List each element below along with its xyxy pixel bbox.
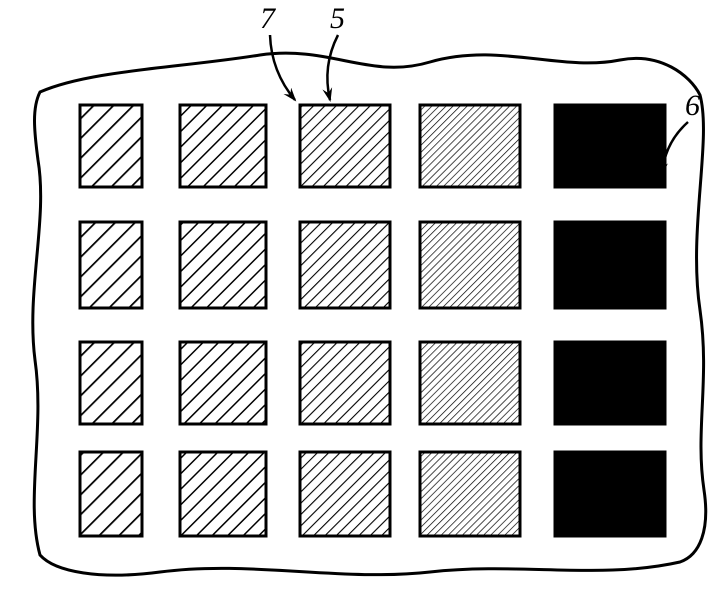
grid-cell-r1-c1 (180, 222, 266, 308)
grid-cell-r0-c1 (180, 105, 266, 187)
label-lbl6: 6 (685, 89, 700, 122)
pointer-5 (327, 35, 338, 100)
grid-cell-r3-c2 (300, 452, 390, 536)
grid-cell-r1-c4 (555, 222, 665, 308)
grid-cell-r0-c3 (420, 105, 520, 187)
grid-cell-r2-c3 (420, 342, 520, 424)
label-lbl7: 7 (260, 2, 277, 35)
grid-cell-r2-c4 (555, 342, 665, 424)
grid-cell-r3-c0 (80, 452, 142, 536)
grid-cell-r1-c2 (300, 222, 390, 308)
technical-figure: 7 5 6 (0, 0, 719, 600)
pointer-7 (270, 35, 295, 100)
grid-cell-r2-c0 (80, 342, 142, 424)
grid-cell-r3-c3 (420, 452, 520, 536)
grid-cell-r3-c4 (555, 452, 665, 536)
label-lbl5: 5 (330, 2, 345, 35)
grid-cell-r1-c3 (420, 222, 520, 308)
grid-cell-r1-c0 (80, 222, 142, 308)
grid-cell-r3-c1 (180, 452, 266, 536)
grid-cell-r0-c4 (555, 105, 665, 187)
grid-cell-r2-c1 (180, 342, 266, 424)
grid-cell-r0-c0 (80, 105, 142, 187)
grid-cell-r0-c2 (300, 105, 390, 187)
grid-cell-r2-c2 (300, 342, 390, 424)
